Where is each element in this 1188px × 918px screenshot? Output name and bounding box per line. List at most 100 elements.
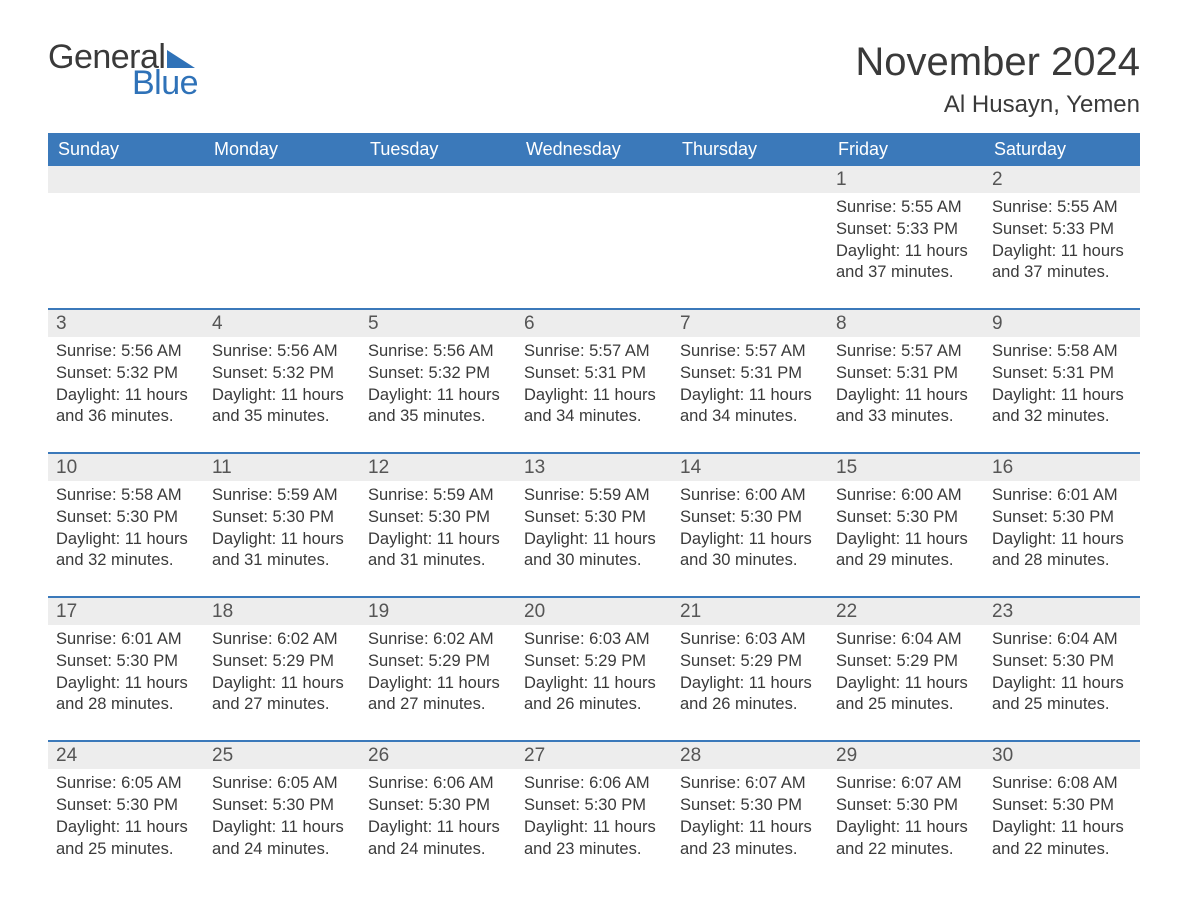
day-header: Saturday — [984, 133, 1140, 166]
sunset-text: Sunset: 5:29 PM — [680, 651, 820, 673]
day-number: 29 — [828, 742, 984, 769]
day-number — [360, 166, 516, 193]
sunset-text: Sunset: 5:30 PM — [524, 507, 664, 529]
sunset-text: Sunset: 5:32 PM — [368, 363, 508, 385]
day-cell: Sunrise: 5:57 AMSunset: 5:31 PMDaylight:… — [672, 337, 828, 428]
day-cell: Sunrise: 6:00 AMSunset: 5:30 PMDaylight:… — [672, 481, 828, 572]
daylight-text: Daylight: 11 hours and 31 minutes. — [212, 529, 352, 573]
sunrise-text: Sunrise: 6:00 AM — [680, 485, 820, 507]
daylight-text: Daylight: 11 hours and 37 minutes. — [992, 241, 1132, 285]
sunset-text: Sunset: 5:31 PM — [680, 363, 820, 385]
sunrise-text: Sunrise: 6:06 AM — [368, 773, 508, 795]
day-number: 15 — [828, 454, 984, 481]
sunrise-text: Sunrise: 5:55 AM — [992, 197, 1132, 219]
day-cell — [516, 193, 672, 284]
sunrise-text: Sunrise: 6:04 AM — [992, 629, 1132, 651]
day-cell: Sunrise: 6:03 AMSunset: 5:29 PMDaylight:… — [672, 625, 828, 716]
sunset-text: Sunset: 5:33 PM — [992, 219, 1132, 241]
sunrise-text: Sunrise: 5:57 AM — [524, 341, 664, 363]
day-headers: Sunday Monday Tuesday Wednesday Thursday… — [48, 133, 1140, 166]
sunrise-text: Sunrise: 6:02 AM — [212, 629, 352, 651]
day-cell: Sunrise: 5:55 AMSunset: 5:33 PMDaylight:… — [828, 193, 984, 284]
sunrise-text: Sunrise: 5:58 AM — [992, 341, 1132, 363]
daylight-text: Daylight: 11 hours and 37 minutes. — [836, 241, 976, 285]
day-number: 9 — [984, 310, 1140, 337]
week-bodies: Sunrise: 6:01 AMSunset: 5:30 PMDaylight:… — [48, 625, 1140, 716]
day-cell: Sunrise: 6:02 AMSunset: 5:29 PMDaylight:… — [204, 625, 360, 716]
daynum-bar: 12 — [48, 166, 1140, 193]
day-number: 27 — [516, 742, 672, 769]
day-number: 5 — [360, 310, 516, 337]
daylight-text: Daylight: 11 hours and 24 minutes. — [368, 817, 508, 861]
sunrise-text: Sunrise: 5:56 AM — [212, 341, 352, 363]
daylight-text: Daylight: 11 hours and 34 minutes. — [680, 385, 820, 429]
day-number: 26 — [360, 742, 516, 769]
sunrise-text: Sunrise: 6:07 AM — [680, 773, 820, 795]
week-bodies: Sunrise: 5:58 AMSunset: 5:30 PMDaylight:… — [48, 481, 1140, 572]
day-cell: Sunrise: 6:05 AMSunset: 5:30 PMDaylight:… — [48, 769, 204, 860]
week-bodies: Sunrise: 5:55 AMSunset: 5:33 PMDaylight:… — [48, 193, 1140, 284]
day-cell: Sunrise: 5:58 AMSunset: 5:30 PMDaylight:… — [48, 481, 204, 572]
day-cell: Sunrise: 5:59 AMSunset: 5:30 PMDaylight:… — [516, 481, 672, 572]
sunset-text: Sunset: 5:33 PM — [836, 219, 976, 241]
day-number — [672, 166, 828, 193]
sunset-text: Sunset: 5:30 PM — [56, 651, 196, 673]
sunrise-text: Sunrise: 6:00 AM — [836, 485, 976, 507]
daylight-text: Daylight: 11 hours and 33 minutes. — [836, 385, 976, 429]
sunset-text: Sunset: 5:30 PM — [992, 795, 1132, 817]
day-cell: Sunrise: 6:06 AMSunset: 5:30 PMDaylight:… — [360, 769, 516, 860]
day-number: 6 — [516, 310, 672, 337]
sunset-text: Sunset: 5:30 PM — [992, 507, 1132, 529]
daylight-text: Daylight: 11 hours and 24 minutes. — [212, 817, 352, 861]
day-cell: Sunrise: 6:08 AMSunset: 5:30 PMDaylight:… — [984, 769, 1140, 860]
logo: General Blue — [48, 40, 199, 100]
sunset-text: Sunset: 5:29 PM — [368, 651, 508, 673]
day-number: 28 — [672, 742, 828, 769]
day-number: 22 — [828, 598, 984, 625]
week-bodies: Sunrise: 5:56 AMSunset: 5:32 PMDaylight:… — [48, 337, 1140, 428]
daynum-bar: 3456789 — [48, 310, 1140, 337]
day-number: 19 — [360, 598, 516, 625]
daylight-text: Daylight: 11 hours and 28 minutes. — [56, 673, 196, 717]
sunset-text: Sunset: 5:30 PM — [992, 651, 1132, 673]
day-cell — [672, 193, 828, 284]
day-cell: Sunrise: 5:59 AMSunset: 5:30 PMDaylight:… — [360, 481, 516, 572]
sunrise-text: Sunrise: 5:57 AM — [836, 341, 976, 363]
day-cell: Sunrise: 5:56 AMSunset: 5:32 PMDaylight:… — [360, 337, 516, 428]
sunrise-text: Sunrise: 6:06 AM — [524, 773, 664, 795]
daylight-text: Daylight: 11 hours and 27 minutes. — [212, 673, 352, 717]
day-number: 23 — [984, 598, 1140, 625]
day-number: 4 — [204, 310, 360, 337]
daylight-text: Daylight: 11 hours and 22 minutes. — [992, 817, 1132, 861]
sunrise-text: Sunrise: 6:01 AM — [56, 629, 196, 651]
sunrise-text: Sunrise: 6:05 AM — [212, 773, 352, 795]
day-number: 1 — [828, 166, 984, 193]
sunset-text: Sunset: 5:30 PM — [368, 795, 508, 817]
day-header: Tuesday — [360, 133, 516, 166]
sunset-text: Sunset: 5:30 PM — [56, 507, 196, 529]
sunrise-text: Sunrise: 5:59 AM — [524, 485, 664, 507]
day-number — [516, 166, 672, 193]
day-number: 30 — [984, 742, 1140, 769]
sunrise-text: Sunrise: 5:58 AM — [56, 485, 196, 507]
day-number: 13 — [516, 454, 672, 481]
day-cell: Sunrise: 6:02 AMSunset: 5:29 PMDaylight:… — [360, 625, 516, 716]
sunset-text: Sunset: 5:30 PM — [680, 795, 820, 817]
daynum-bar: 17181920212223 — [48, 598, 1140, 625]
sunset-text: Sunset: 5:32 PM — [212, 363, 352, 385]
day-cell: Sunrise: 5:55 AMSunset: 5:33 PMDaylight:… — [984, 193, 1140, 284]
sunset-text: Sunset: 5:30 PM — [212, 795, 352, 817]
title-block: November 2024 Al Husayn, Yemen — [855, 40, 1140, 119]
day-number: 11 — [204, 454, 360, 481]
day-cell — [204, 193, 360, 284]
sunset-text: Sunset: 5:29 PM — [524, 651, 664, 673]
sunset-text: Sunset: 5:29 PM — [836, 651, 976, 673]
sunset-text: Sunset: 5:31 PM — [524, 363, 664, 385]
sunrise-text: Sunrise: 5:55 AM — [836, 197, 976, 219]
daylight-text: Daylight: 11 hours and 32 minutes. — [992, 385, 1132, 429]
day-cell: Sunrise: 5:56 AMSunset: 5:32 PMDaylight:… — [48, 337, 204, 428]
sunset-text: Sunset: 5:30 PM — [836, 507, 976, 529]
day-header: Wednesday — [516, 133, 672, 166]
daylight-text: Daylight: 11 hours and 30 minutes. — [524, 529, 664, 573]
day-cell: Sunrise: 6:06 AMSunset: 5:30 PMDaylight:… — [516, 769, 672, 860]
